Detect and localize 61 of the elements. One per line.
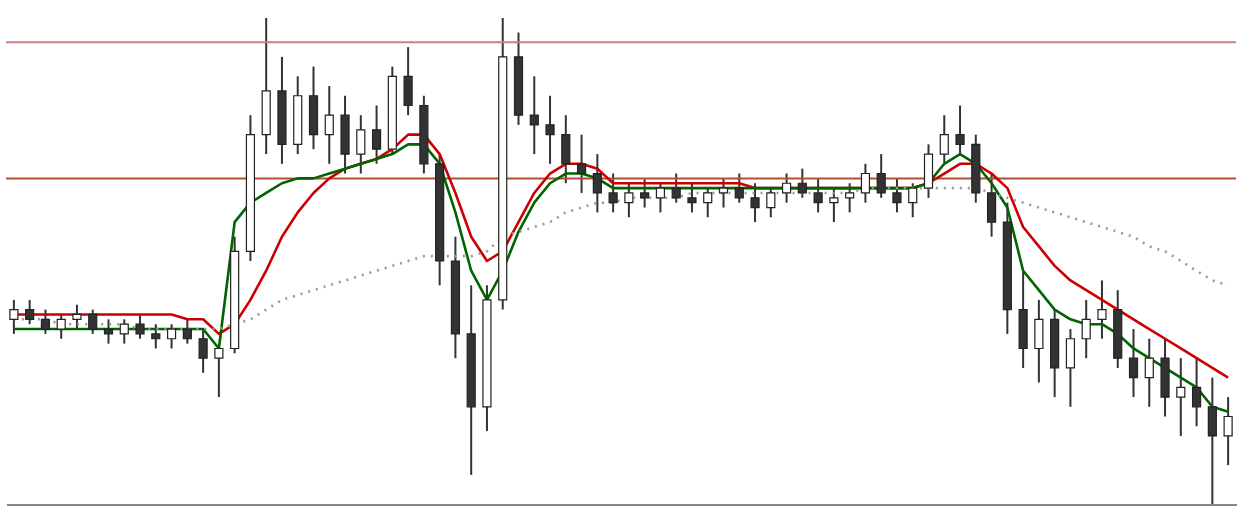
candlestick <box>9 298 19 335</box>
candlestick <box>1097 279 1107 340</box>
candlestick <box>103 318 114 345</box>
candlestick <box>356 114 366 175</box>
candlestick <box>135 313 145 340</box>
candlestick <box>1065 328 1076 408</box>
candlestick <box>986 172 997 238</box>
candlestick <box>182 318 192 345</box>
candlestick <box>892 177 902 214</box>
candlestick <box>1191 357 1202 428</box>
candlestick <box>671 172 681 204</box>
candlestick <box>813 177 823 214</box>
candlestick <box>797 167 807 199</box>
candlestick <box>1144 337 1154 408</box>
candlestick <box>529 75 539 156</box>
candlestick <box>403 46 413 117</box>
candlestick <box>955 104 965 156</box>
candlestick <box>261 17 271 156</box>
candlestick <box>860 162 871 204</box>
candlestick <box>72 303 82 331</box>
candlestick <box>608 172 618 214</box>
candlestick <box>655 182 666 214</box>
candlestick <box>734 172 744 204</box>
candlestick <box>718 177 729 209</box>
candlestick <box>371 104 382 165</box>
candlestick <box>781 172 792 204</box>
candlestick <box>25 298 35 326</box>
candlestick <box>829 187 839 224</box>
candlestick <box>1081 298 1091 360</box>
candlestick <box>1034 298 1044 384</box>
candlestick <box>88 308 98 335</box>
candlestick <box>166 323 177 350</box>
candlestick <box>151 323 161 350</box>
candlestick <box>1176 357 1186 437</box>
candlestick <box>923 143 934 199</box>
candlestick <box>576 133 587 194</box>
candlestick <box>1128 328 1139 399</box>
candlestick <box>687 182 697 214</box>
candlestick <box>750 182 760 224</box>
candlestick <box>640 177 650 209</box>
candlestick <box>308 65 319 151</box>
candlestick <box>845 182 855 214</box>
candlestick <box>1018 269 1028 369</box>
candlestick <box>545 94 555 165</box>
candlestick <box>561 114 571 185</box>
candlestick <box>908 182 918 219</box>
candlestick <box>1207 376 1217 505</box>
candlestick <box>766 187 776 219</box>
candlestick <box>56 313 66 340</box>
candlestick <box>939 114 949 165</box>
candlestick <box>1160 337 1170 418</box>
candlestick <box>119 318 129 345</box>
candlestick <box>703 187 713 219</box>
candlestick <box>876 153 886 199</box>
candlestick <box>198 328 208 374</box>
candlestick <box>1223 396 1233 467</box>
candlestick <box>592 153 602 214</box>
candlestick <box>624 182 634 219</box>
candlestick <box>40 308 51 335</box>
candlestick <box>340 94 350 175</box>
candlestick <box>324 85 334 165</box>
